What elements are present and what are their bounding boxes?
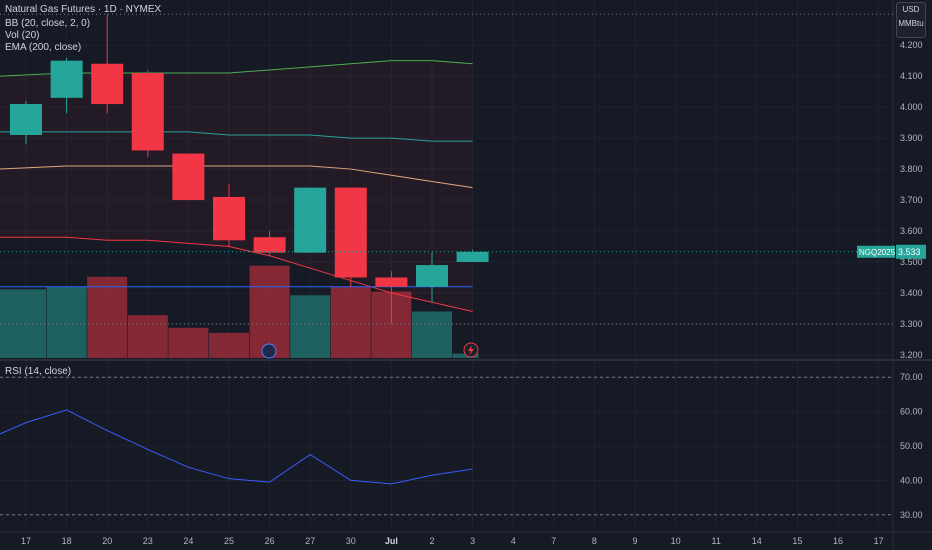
candle-body (294, 187, 327, 253)
candle-body (50, 60, 83, 98)
price-axis-tick: 3.400 (900, 288, 923, 298)
time-axis-tick: 9 (632, 536, 637, 546)
rsi-axis-tick: 50.00 (900, 441, 923, 451)
candle-body (456, 251, 489, 262)
candle-body (172, 153, 205, 201)
rsi-legend[interactable]: RSI (14, close) (5, 366, 72, 377)
time-axis-tick: 18 (62, 536, 72, 546)
time-axis-tick: 8 (592, 536, 597, 546)
volume-bar (87, 276, 128, 358)
event-marker-icon (463, 342, 479, 358)
unit-label: MMBtu (898, 19, 924, 28)
time-axis-tick: 7 (551, 536, 556, 546)
candle-body (334, 187, 367, 278)
volume-bar (330, 286, 371, 358)
candle-body (253, 237, 286, 253)
candle-body (10, 104, 42, 135)
vol-legend[interactable]: Vol (20) (5, 30, 40, 41)
time-axis-tick: 24 (183, 536, 193, 546)
candle-body (213, 196, 245, 241)
time-axis-tick: 25 (224, 536, 234, 546)
time-axis-tick: 26 (265, 536, 275, 546)
symbol-tag (857, 245, 895, 258)
volume-bar (290, 295, 331, 358)
candle-body (375, 277, 408, 287)
candle-body (131, 73, 164, 151)
time-axis-tick: 4 (511, 536, 516, 546)
symbol-title[interactable]: Natural Gas Futures · 1D · NYMEX (5, 4, 162, 15)
bollinger-basis-line (0, 165, 473, 189)
time-axis-tick: 27 (305, 536, 315, 546)
rsi-axis-tick: 40.00 (900, 475, 923, 485)
time-axis-tick: Jul (385, 536, 398, 546)
time-axis-tick: 17 (874, 536, 884, 546)
ema-legend[interactable]: EMA (200, close) (5, 42, 82, 53)
bb-legend[interactable]: BB (20, close, 2, 0) (5, 18, 91, 29)
price-axis-tick: 3.800 (900, 164, 923, 174)
time-axis-tick: 30 (346, 536, 356, 546)
volume-bar (168, 327, 209, 358)
price-axis-tick: 3.500 (900, 257, 923, 267)
volume-bar (412, 311, 452, 358)
volume-bar (0, 289, 46, 358)
price-axis-tick: 4.000 (900, 102, 923, 112)
price-axis-tick: 3.700 (900, 195, 923, 205)
time-axis-tick: 16 (833, 536, 843, 546)
rsi-axis-tick: 30.00 (900, 510, 923, 520)
event-marker-icon (261, 343, 277, 359)
price-axis-tick: 4.200 (900, 40, 923, 50)
time-axis-tick: 14 (752, 536, 762, 546)
price-tag-label: 3.533 (898, 247, 921, 257)
price-axis-tick: 3.600 (900, 226, 923, 236)
price-axis-tick: 3.900 (900, 133, 923, 143)
volume-bar (127, 315, 168, 358)
currency-unit-selector[interactable]: USD MMBtu (896, 2, 926, 38)
volume-bar (249, 265, 290, 358)
bollinger-lower-line (0, 236, 473, 313)
candle-body (416, 265, 448, 287)
time-axis-tick: 10 (671, 536, 681, 546)
currency-label: USD (902, 5, 920, 14)
rsi-line (0, 409, 473, 485)
volume-bar (46, 287, 87, 358)
lightning-icon (468, 345, 474, 356)
time-axis-tick: 2 (429, 536, 434, 546)
rsi-axis-tick: 70.00 (900, 372, 923, 382)
teal-ma-line (0, 131, 473, 142)
bollinger-band-fill (0, 60, 473, 312)
volume-bar (209, 332, 249, 358)
time-axis-tick: 23 (143, 536, 153, 546)
candle-body (91, 63, 124, 105)
price-axis-tick: 3.300 (900, 319, 923, 329)
volume-bar (452, 353, 479, 358)
time-axis-tick: 17 (21, 536, 31, 546)
price-tag (896, 244, 926, 259)
time-axis-tick: 15 (792, 536, 802, 546)
symbol-tag-label: NGQ2025 (859, 248, 896, 257)
time-axis-tick: 3 (470, 536, 475, 546)
price-axis-tick: 4.100 (900, 71, 923, 81)
time-axis-tick: 11 (712, 536, 721, 546)
rsi-axis-tick: 60.00 (900, 407, 923, 417)
time-axis-tick: 20 (102, 536, 112, 546)
price-axis-tick: 3.200 (900, 350, 923, 360)
event-marker-dividend-icon (261, 343, 277, 359)
